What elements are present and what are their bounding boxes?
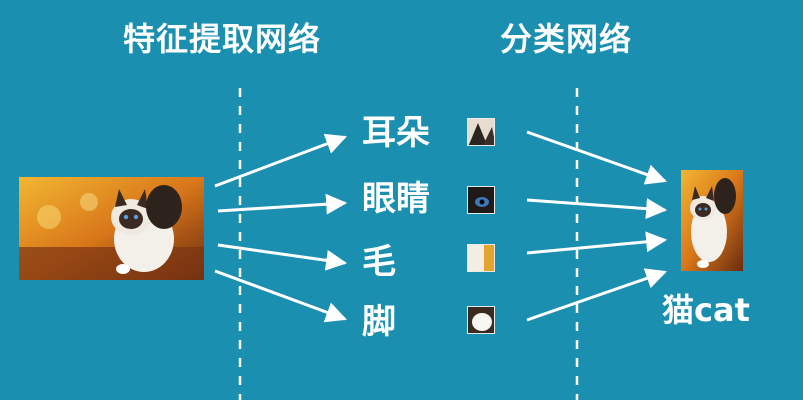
arrow-input-to-fur	[217, 243, 348, 271]
paw-crop-icon	[468, 307, 494, 333]
fur-thumbnail	[467, 244, 495, 272]
cat-photo-icon	[19, 177, 204, 280]
feature-label-fur: 毛	[362, 242, 396, 282]
arrow-input-to-ear	[214, 133, 347, 188]
arrow-eye-to-result	[526, 198, 668, 220]
feature-extraction-title: 特征提取网络	[123, 20, 322, 58]
arrow-fur-to-result	[526, 231, 668, 255]
eye-thumbnail	[467, 186, 495, 214]
fur-crop-icon	[468, 245, 494, 271]
feature-label-paw: 脚	[362, 302, 396, 342]
classification-title: 分类网络	[500, 20, 633, 58]
cat-eye-crop-icon	[468, 187, 494, 213]
cat-photo-icon	[681, 170, 743, 271]
arrow-input-to-eye	[217, 193, 348, 215]
cat-ear-crop-icon	[468, 119, 494, 145]
result-cat-photo	[681, 170, 743, 271]
feature-label-ear: 耳朵	[362, 113, 430, 153]
arrow-input-to-paw	[214, 269, 347, 323]
result-label: 猫cat	[662, 291, 750, 329]
arrow-paw-to-result	[526, 268, 667, 322]
ear-thumbnail	[467, 118, 495, 146]
paw-thumbnail	[467, 306, 495, 334]
feature-label-eye: 眼睛	[362, 179, 430, 219]
input-cat-photo	[19, 177, 204, 280]
arrow-ear-to-result	[526, 130, 667, 185]
